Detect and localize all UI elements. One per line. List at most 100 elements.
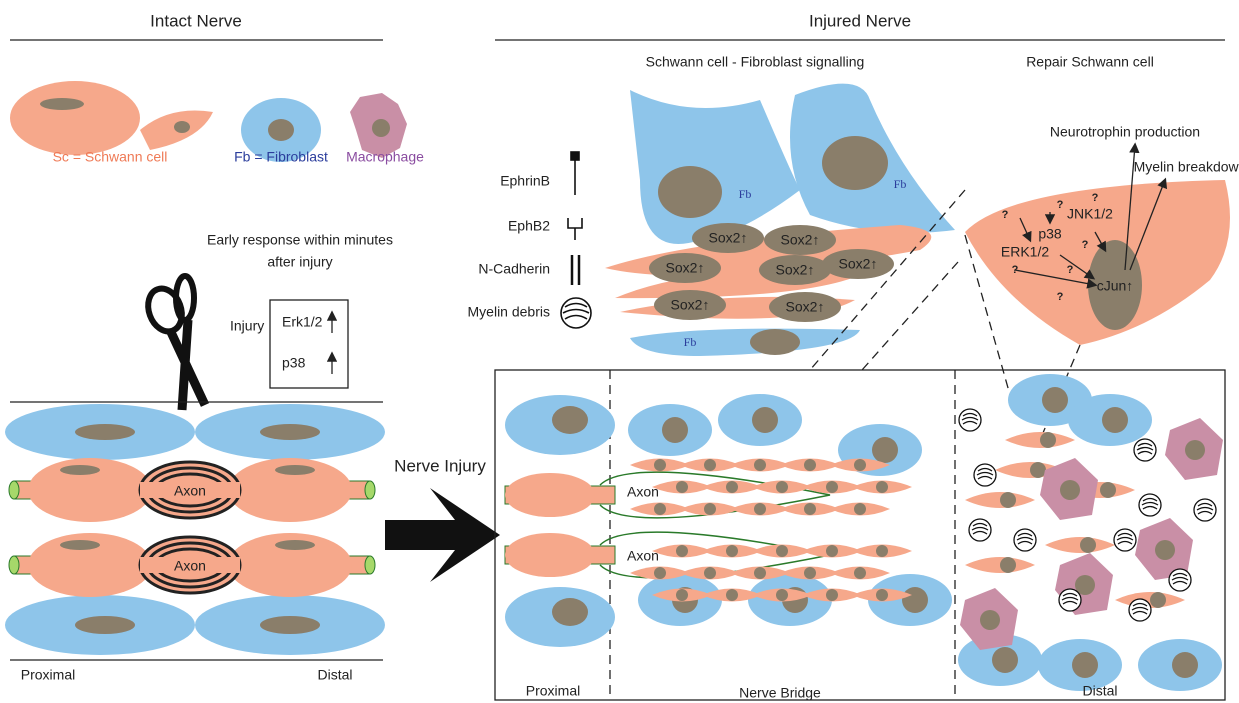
nucleus: [704, 567, 716, 579]
nucleus: [654, 503, 666, 515]
nucleus: [552, 406, 588, 434]
key-symbols: [561, 152, 591, 328]
sox2-label: Sox2↑: [666, 260, 705, 276]
nucleus: [1185, 440, 1205, 460]
nucleus: [754, 503, 766, 515]
nucleus: [1000, 492, 1016, 508]
repair-label: cJun↑: [1097, 278, 1134, 294]
note: after injury: [267, 254, 332, 270]
axon-label: Axon: [174, 558, 206, 574]
nucleus: [1040, 432, 1056, 448]
nucleus: [754, 459, 766, 471]
key-label: N-Cadherin: [478, 261, 550, 277]
key-label: EphB2: [508, 218, 550, 234]
nucleus: [854, 459, 866, 471]
sox2-label: Sox2↑: [786, 299, 825, 315]
nucleus: [826, 589, 838, 601]
legend-label: Macrophage: [346, 149, 424, 165]
note: Early response within minutes: [207, 232, 393, 248]
subtitle: Schwann cell - Fibroblast signalling: [646, 54, 865, 70]
unknown-mark: ?: [1057, 199, 1064, 211]
nucleus: [876, 545, 888, 557]
nucleus: [726, 589, 738, 601]
key-label: EphrinB: [500, 173, 550, 189]
nucleus: [876, 481, 888, 493]
injury-arrow: [385, 488, 500, 582]
nucleus: [826, 545, 838, 557]
nucleus: [980, 610, 1000, 630]
sox2-label: Sox2↑: [839, 256, 878, 272]
sox2-label: Sox2↑: [671, 297, 710, 313]
diagram: Intact Nerve Sc = Schwann cell Fb = Fibr…: [0, 0, 1239, 703]
nucleus: [654, 567, 666, 579]
arrow-label: Nerve Injury: [394, 456, 486, 475]
nucleus: [1100, 482, 1116, 498]
fb-label: Fb: [739, 187, 752, 201]
nucleus: [676, 481, 688, 493]
fb-label: Fb: [684, 335, 697, 349]
nucleus: [992, 647, 1018, 673]
key-label: Myelin debris: [468, 304, 550, 320]
nucleus: [1102, 407, 1128, 433]
nucleus: [776, 545, 788, 557]
sox2-label: Sox2↑: [776, 262, 815, 278]
sox2-label: Sox2↑: [781, 232, 820, 248]
nucleus: [1080, 537, 1096, 553]
nucleus: [1000, 557, 1016, 573]
nucleus: [902, 587, 928, 613]
label: Proximal: [526, 683, 580, 699]
nucleus: [854, 503, 866, 515]
repair-label: JNK1/2: [1067, 206, 1113, 222]
axon-label: Axon: [627, 548, 659, 564]
nucleus: [704, 503, 716, 515]
unknown-mark: ?: [1082, 239, 1089, 251]
nucleus: [1030, 462, 1046, 478]
nucleus: [676, 545, 688, 557]
unknown-mark: ?: [1057, 291, 1064, 303]
label: Distal: [1082, 683, 1117, 699]
nerve-bridge: [505, 374, 1223, 691]
repair-label: Neurotrophin production: [1050, 124, 1200, 140]
sox2-label: Sox2↑: [709, 230, 748, 246]
label: Injury: [230, 318, 264, 334]
nucleus: [726, 545, 738, 557]
label: Distal: [317, 667, 352, 683]
nucleus: [804, 567, 816, 579]
nucleus: [752, 407, 778, 433]
subtitle: Repair Schwann cell: [1026, 54, 1154, 70]
nucleus: [1155, 540, 1175, 560]
nucleus: [654, 459, 666, 471]
unknown-mark: ?: [1002, 209, 1009, 221]
label: Nerve Bridge: [739, 685, 821, 701]
nucleus: [876, 589, 888, 601]
marker: Erk1/2: [282, 314, 323, 330]
legend-label: Sc = Schwann cell: [53, 149, 168, 165]
nucleus: [1042, 387, 1068, 413]
nucleus: [552, 598, 588, 626]
intact-nerve: [5, 404, 385, 655]
repair-label: p38: [1038, 226, 1062, 242]
fb-label: Fb: [894, 177, 907, 191]
axon-label: Axon: [174, 483, 206, 499]
nucleus: [826, 481, 838, 493]
nucleus: [676, 589, 688, 601]
label: Proximal: [21, 667, 75, 683]
nucleus: [804, 459, 816, 471]
legend-label: Fb = Fibroblast: [234, 149, 328, 165]
axon-label: Axon: [627, 484, 659, 500]
schwann-cell: [505, 473, 595, 517]
nucleus: [854, 567, 866, 579]
nucleus: [726, 481, 738, 493]
nucleus: [1060, 480, 1080, 500]
nucleus: [804, 503, 816, 515]
unknown-mark: ?: [1092, 192, 1099, 204]
repair-label: Myelin breakdown: [1134, 159, 1239, 175]
nucleus: [704, 459, 716, 471]
nucleus: [776, 589, 788, 601]
nucleus: [754, 567, 766, 579]
schwann-cell: [505, 533, 595, 577]
nucleus: [662, 417, 688, 443]
panel-title: Injured Nerve: [809, 11, 911, 30]
unknown-mark: ?: [1067, 264, 1074, 276]
nucleus: [776, 481, 788, 493]
